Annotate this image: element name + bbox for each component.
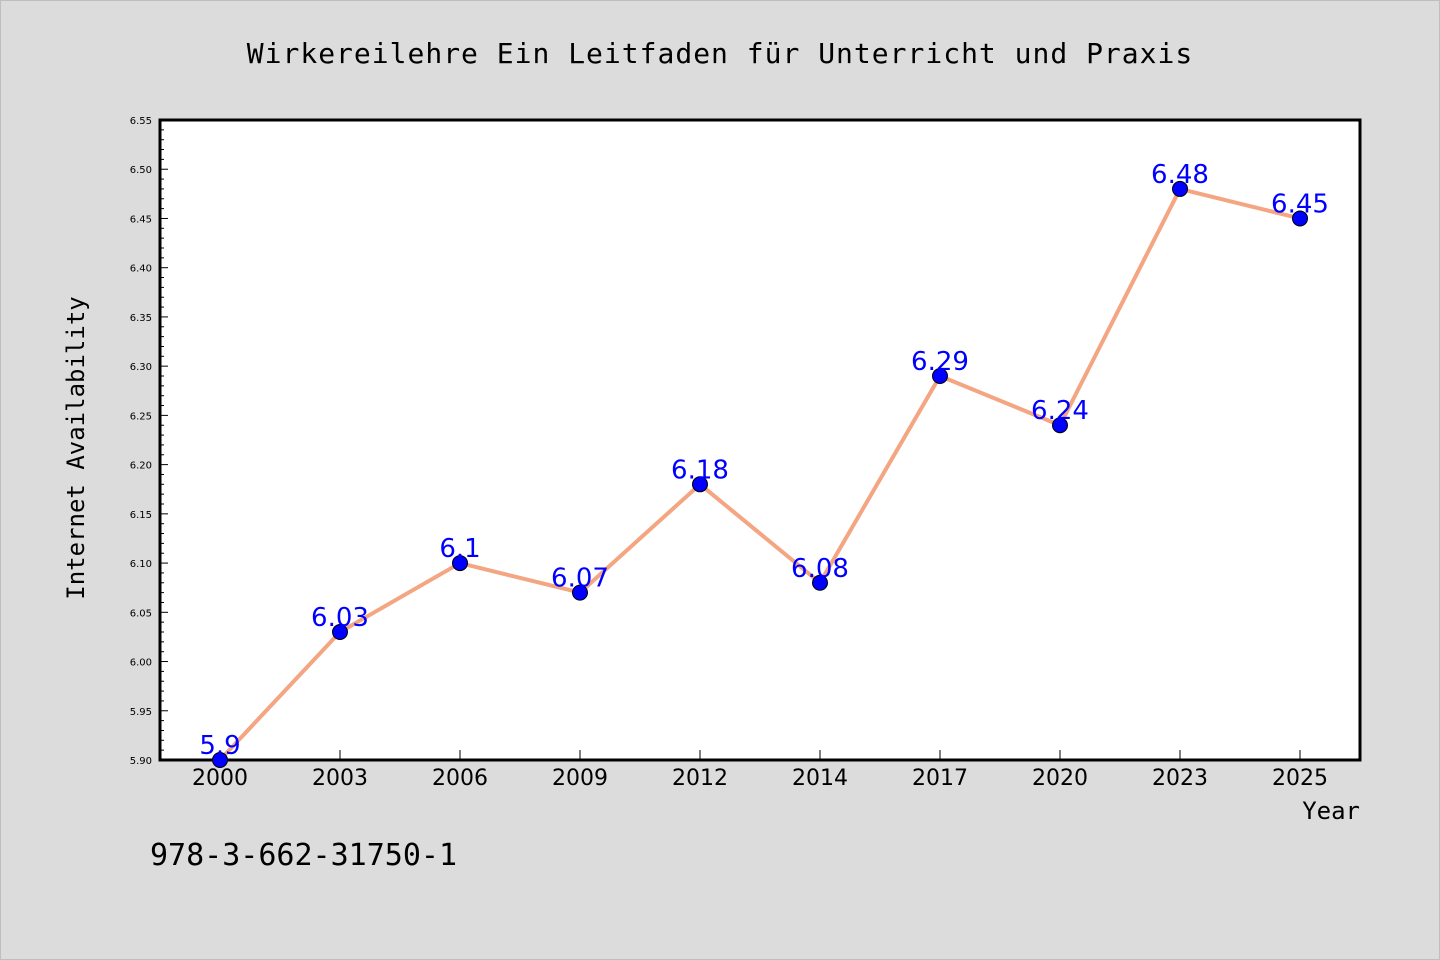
data-label: 6.1 bbox=[439, 534, 480, 564]
x-tick-label: 2000 bbox=[192, 766, 248, 791]
data-point bbox=[1172, 180, 1188, 197]
data-label: 6.03 bbox=[311, 603, 369, 633]
y-tick-label: 6.25 bbox=[130, 411, 152, 422]
x-tick-label: 2012 bbox=[672, 766, 728, 791]
data-label: 6.24 bbox=[1031, 396, 1089, 426]
data-point bbox=[572, 584, 588, 601]
x-tick-label: 2025 bbox=[1272, 766, 1328, 791]
data-label: 6.29 bbox=[911, 347, 969, 377]
x-tick-label: 2003 bbox=[312, 766, 368, 791]
x-tick-label: 2006 bbox=[432, 766, 488, 791]
isbn-text: 978-3-662-31750-1 bbox=[150, 838, 457, 873]
data-point bbox=[1292, 210, 1308, 227]
x-axis-label: Year bbox=[1302, 797, 1360, 825]
x-tick-label: 2014 bbox=[792, 766, 848, 791]
y-tick-label: 6.30 bbox=[130, 362, 152, 373]
x-tick-label: 2017 bbox=[912, 766, 968, 791]
y-tick-label: 6.45 bbox=[130, 214, 152, 225]
chart-title: Wirkereilehre Ein Leitfaden für Unterric… bbox=[247, 37, 1193, 70]
x-tick-label: 2020 bbox=[1032, 766, 1088, 791]
y-axis-label: Internet Availability bbox=[62, 296, 90, 599]
data-label: 5.9 bbox=[199, 731, 240, 761]
y-tick-label: 6.35 bbox=[130, 313, 152, 324]
x-axis-ticks: 2000 2003 2006 2009 2012 2014 2017 2020 2023 2025 bbox=[192, 750, 1328, 791]
data-label: 6.07 bbox=[551, 564, 609, 594]
y-tick-label: 5.95 bbox=[130, 707, 152, 718]
y-tick-label: 6.10 bbox=[130, 559, 152, 570]
x-tick-label: 2009 bbox=[552, 766, 608, 791]
data-labels: 5.9 6.03 6.1 6.07 6.18 6.08 6.29 6.24 6.48 6.45 bbox=[199, 160, 1329, 761]
data-label: 6.18 bbox=[671, 455, 729, 485]
data-label: 6.45 bbox=[1271, 189, 1329, 219]
plot-area bbox=[158, 118, 1362, 762]
y-tick-label: 5.90 bbox=[130, 756, 152, 767]
data-point bbox=[812, 574, 828, 591]
y-tick-label: 6.05 bbox=[130, 608, 152, 619]
data-point bbox=[1052, 417, 1068, 434]
y-axis-ticks: 5.90 5.95 6.00 6.05 6.10 6.15 6.20 6.25 6.30 6.35… bbox=[130, 116, 168, 767]
data-point bbox=[692, 476, 708, 493]
y-tick-label: 6.55 bbox=[130, 116, 152, 127]
series-markers bbox=[212, 180, 1308, 768]
data-point bbox=[932, 368, 948, 384]
data-point bbox=[212, 752, 228, 768]
data-label: 6.08 bbox=[791, 554, 849, 584]
y-tick-label: 6.00 bbox=[130, 658, 152, 669]
y-tick-label: 6.20 bbox=[130, 461, 152, 472]
data-label: 6.48 bbox=[1151, 160, 1209, 190]
x-tick-label: 2023 bbox=[1152, 766, 1208, 791]
y-tick-label: 6.15 bbox=[130, 510, 152, 521]
y-tick-label: 6.40 bbox=[130, 264, 152, 275]
series-line bbox=[218, 186, 1301, 762]
data-point bbox=[452, 555, 468, 572]
y-tick-label: 6.50 bbox=[130, 165, 152, 176]
data-point bbox=[332, 624, 348, 640]
